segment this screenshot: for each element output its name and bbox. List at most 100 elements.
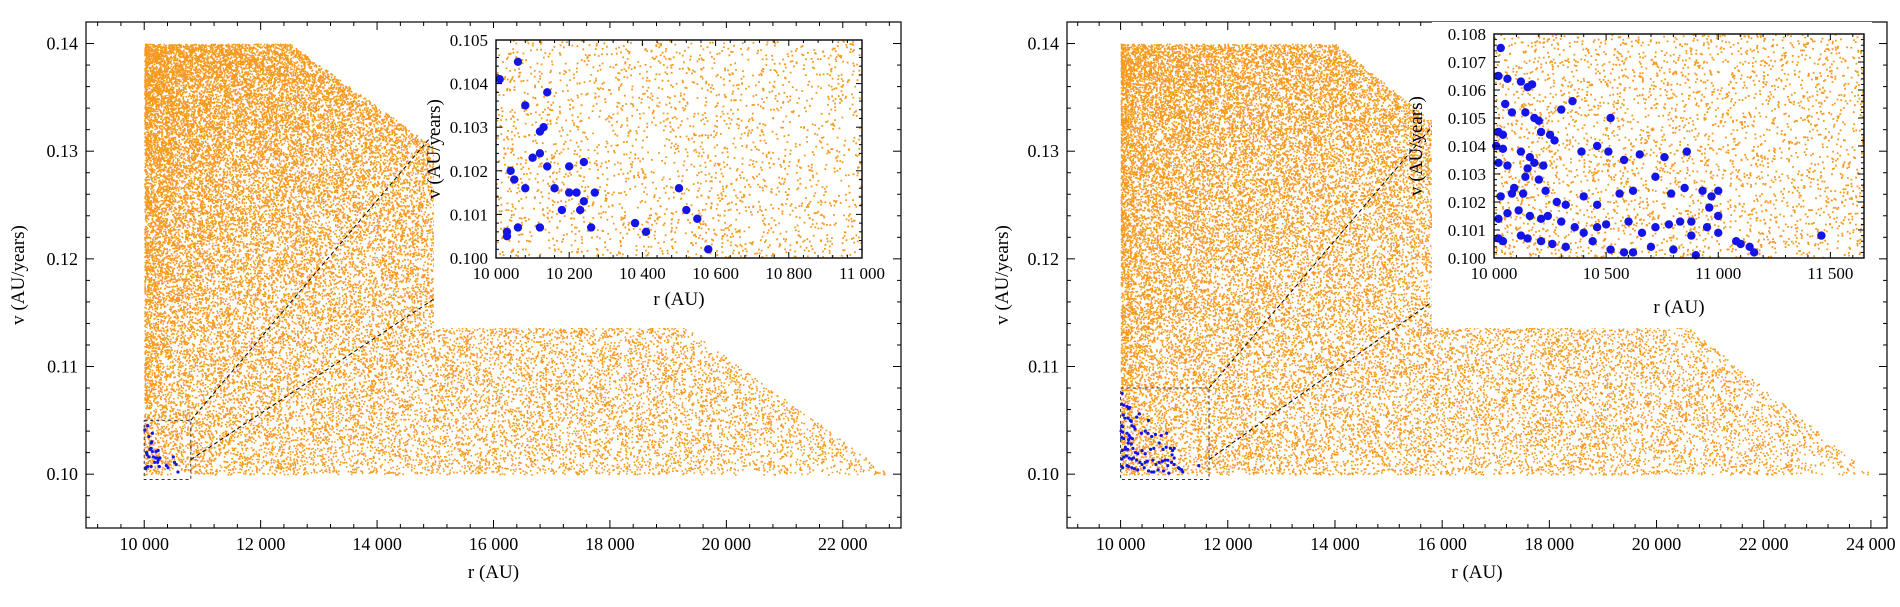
right-inset-blue-point <box>1635 150 1644 159</box>
right-blue-point <box>1133 427 1137 431</box>
right-blue-point <box>1122 437 1126 441</box>
right-blue-point <box>1138 460 1142 464</box>
right-blue-point <box>1123 416 1127 420</box>
right-main-y-tick-label: 0.14 <box>1028 34 1060 54</box>
left-inset-blue-point <box>528 153 537 162</box>
left-blue-point <box>149 441 153 445</box>
left-inset-blue-point <box>495 75 504 84</box>
right-inset-blue-point <box>1687 231 1696 240</box>
left-inset-blue-point <box>521 101 530 110</box>
right-inset-blue-point <box>1523 164 1532 173</box>
right-blue-point <box>1156 468 1160 472</box>
left-inset-background <box>434 28 870 328</box>
right-inset-blue-point <box>1577 147 1586 156</box>
right-inset-blue-point <box>1541 186 1550 195</box>
right-inset-blue-point <box>1516 231 1526 240</box>
right-blue-point <box>1128 405 1132 410</box>
left-blue-point <box>146 424 150 428</box>
right-inset-blue-point <box>1521 172 1530 181</box>
right-blue-point <box>1172 462 1176 467</box>
left-inset-blue-series <box>495 57 713 254</box>
right-inset-blue-point <box>1498 144 1508 153</box>
right-blue-point <box>1146 431 1150 435</box>
left-blue-point <box>158 456 162 460</box>
left-inset-blue-point <box>565 162 574 171</box>
right-blue-point <box>1126 416 1130 420</box>
right-blue-point <box>1125 431 1129 435</box>
right-inset-orange-series <box>1494 34 1864 258</box>
right-inset-blue-point <box>1619 248 1629 257</box>
right-inset: 10 000 10 500 11 000 11 500 0.100 0.101 0.102 0… <box>1406 22 1872 328</box>
left-blue-point <box>147 434 151 439</box>
right-blue-point <box>1136 452 1140 456</box>
right-blue-point <box>1161 447 1165 452</box>
right-inset-blue-point <box>1702 223 1712 232</box>
right-inset-blue-point <box>1521 108 1530 117</box>
right-blue-point <box>1121 430 1125 434</box>
right-blue-point <box>1140 448 1144 453</box>
right-blue-point <box>1157 460 1161 464</box>
right-blue-point <box>1127 456 1131 460</box>
right-inset-blue-point <box>1628 248 1638 257</box>
right-inset-y-tick-label: 0.103 <box>1448 165 1486 184</box>
right-inset-blue-point <box>1745 242 1754 251</box>
right-blue-point <box>1169 460 1174 464</box>
right-blue-point <box>1166 463 1170 468</box>
right-orange-series <box>1120 43 1869 476</box>
right-blue-point <box>1165 431 1169 435</box>
left-inset-x-tick-label: 10 600 <box>692 264 739 283</box>
left-inset: 10 000 10 200 10 400 10 600 10 800 11 000 0.10… <box>424 28 885 328</box>
left-blue-point <box>176 470 180 474</box>
right-blue-point <box>1146 469 1151 473</box>
left-blue-point <box>145 453 149 457</box>
right-inset-blue-point <box>1534 175 1544 184</box>
right-blue-point <box>1131 456 1136 460</box>
right-inset-blue-point <box>1548 239 1557 249</box>
right-inset-blue-point <box>1579 192 1588 201</box>
right-blue-point <box>1120 448 1124 453</box>
right-inset-blue-point <box>1714 211 1723 221</box>
left-inset-y-tick-label: 0.100 <box>450 249 488 268</box>
right-inset-blue-point <box>1714 186 1723 195</box>
right-inset-x-tick-label: 11 500 <box>1807 264 1853 283</box>
right-blue-point <box>1132 467 1137 471</box>
left-inset-blue-point <box>535 223 545 232</box>
right-main-x-tick-label: 10 000 <box>1096 534 1146 554</box>
left-inset-blue-point <box>586 223 596 232</box>
right-inset-blue-point <box>1557 217 1566 226</box>
left-inset-blue-point <box>590 188 600 197</box>
right-inset-y-tick-label: 0.107 <box>1448 53 1487 72</box>
right-inset-blue-point <box>1550 136 1559 145</box>
right-inset-blue-point <box>1749 248 1759 257</box>
right-inset-blue-point <box>1606 113 1615 123</box>
right-blue-point <box>1145 459 1149 463</box>
right-inset-blue-point <box>1503 74 1512 84</box>
left-inset-blue-point <box>506 166 515 175</box>
right-blue-point <box>1197 463 1201 468</box>
left-inset-blue-point <box>513 223 523 232</box>
left-inset-orange-series <box>496 40 862 258</box>
left-inset-blue-point <box>565 188 574 197</box>
right-inset-blue-point <box>1570 223 1579 232</box>
right-blue-point <box>1159 433 1163 438</box>
right-blue-point <box>1163 458 1167 462</box>
right-inset-blue-point <box>1637 228 1647 237</box>
right-inset-x-tick-label: 10 500 <box>1583 264 1630 283</box>
right-blue-point <box>1124 454 1129 458</box>
left-main-x-tick-label: 16 000 <box>469 534 519 554</box>
left-orange-points <box>144 43 886 476</box>
right-blue-point <box>1150 434 1154 439</box>
left-inset-blue-point <box>550 184 559 193</box>
right-inset-blue-point <box>1682 147 1692 156</box>
left-main-y-tick-label: 0.14 <box>47 34 79 54</box>
left-inset-blue-point <box>704 245 713 254</box>
right-blue-point <box>1125 447 1130 452</box>
right-inset-blue-point <box>1817 231 1826 240</box>
right-inset-blue-point <box>1516 147 1526 156</box>
right-inset-blue-point <box>1503 209 1512 218</box>
right-blue-point <box>1152 446 1156 450</box>
right-inset-blue-point <box>1615 189 1624 198</box>
right-inset-blue-point <box>1579 228 1588 237</box>
